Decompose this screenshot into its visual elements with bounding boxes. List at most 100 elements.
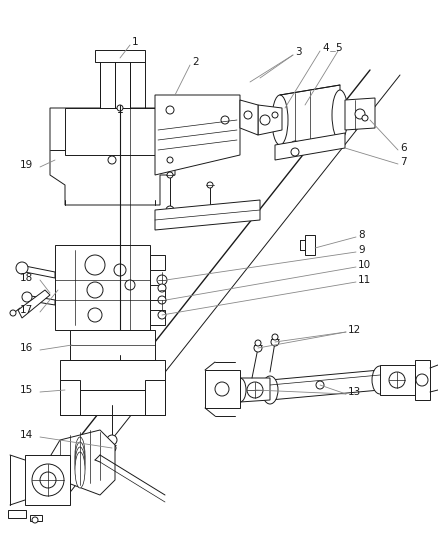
Circle shape — [254, 344, 262, 352]
Circle shape — [32, 464, 64, 496]
Circle shape — [416, 374, 428, 386]
Polygon shape — [305, 235, 315, 255]
Circle shape — [125, 280, 135, 290]
Circle shape — [272, 334, 278, 340]
Circle shape — [255, 340, 261, 346]
Circle shape — [157, 275, 167, 285]
Polygon shape — [380, 365, 415, 395]
Polygon shape — [70, 330, 155, 360]
Polygon shape — [60, 380, 80, 415]
Text: 7: 7 — [400, 157, 406, 167]
Polygon shape — [95, 50, 145, 62]
Bar — [30, 515, 42, 521]
Polygon shape — [275, 133, 345, 160]
Text: 17: 17 — [20, 305, 33, 315]
Ellipse shape — [272, 95, 288, 145]
Polygon shape — [150, 310, 165, 325]
Polygon shape — [25, 295, 55, 305]
Circle shape — [22, 292, 32, 302]
Circle shape — [166, 206, 174, 214]
Ellipse shape — [234, 378, 246, 402]
Text: 15: 15 — [20, 385, 33, 395]
Circle shape — [247, 382, 263, 398]
Circle shape — [115, 385, 125, 395]
Polygon shape — [415, 360, 430, 400]
Circle shape — [108, 156, 116, 164]
Text: 8: 8 — [358, 230, 364, 240]
Ellipse shape — [75, 437, 85, 473]
Circle shape — [167, 172, 173, 178]
Circle shape — [221, 116, 229, 124]
Circle shape — [271, 338, 279, 346]
Circle shape — [116, 394, 124, 402]
Circle shape — [107, 435, 117, 445]
Circle shape — [260, 115, 270, 125]
Text: 5: 5 — [335, 43, 342, 53]
Polygon shape — [240, 378, 270, 402]
Circle shape — [85, 255, 105, 275]
Polygon shape — [205, 370, 240, 408]
Polygon shape — [18, 290, 50, 318]
Circle shape — [206, 216, 214, 224]
Circle shape — [215, 382, 229, 396]
Text: 13: 13 — [348, 387, 361, 397]
Text: 2: 2 — [192, 57, 198, 67]
Circle shape — [291, 148, 299, 156]
Circle shape — [244, 111, 252, 119]
Polygon shape — [55, 245, 150, 330]
Text: 19: 19 — [20, 160, 33, 170]
Circle shape — [114, 264, 126, 276]
Polygon shape — [100, 58, 115, 108]
Text: 6: 6 — [400, 143, 406, 153]
Text: 16: 16 — [20, 343, 33, 353]
Text: 10: 10 — [358, 260, 371, 270]
Text: 11: 11 — [358, 275, 371, 285]
Polygon shape — [65, 108, 155, 155]
Text: 14: 14 — [20, 430, 33, 440]
Circle shape — [158, 284, 166, 292]
Polygon shape — [50, 108, 175, 205]
Ellipse shape — [75, 447, 85, 483]
Polygon shape — [150, 285, 165, 300]
Circle shape — [316, 381, 324, 389]
Circle shape — [272, 112, 278, 118]
Polygon shape — [45, 430, 115, 495]
Circle shape — [355, 109, 365, 119]
Polygon shape — [155, 95, 240, 175]
Circle shape — [87, 282, 103, 298]
Circle shape — [10, 310, 16, 316]
Polygon shape — [240, 100, 258, 135]
Ellipse shape — [332, 90, 348, 140]
Ellipse shape — [75, 452, 85, 488]
Ellipse shape — [75, 442, 85, 478]
Text: 3: 3 — [295, 47, 302, 57]
Polygon shape — [145, 380, 165, 415]
Circle shape — [88, 308, 102, 322]
Circle shape — [40, 472, 56, 488]
Bar — [8, 510, 26, 518]
Circle shape — [32, 517, 38, 523]
Polygon shape — [20, 265, 55, 278]
Circle shape — [389, 372, 405, 388]
Polygon shape — [25, 455, 70, 505]
Text: 12: 12 — [348, 325, 361, 335]
Circle shape — [108, 444, 116, 452]
Ellipse shape — [262, 376, 278, 404]
Polygon shape — [258, 105, 282, 135]
Text: 18: 18 — [20, 273, 33, 283]
Polygon shape — [270, 370, 380, 400]
Text: 4: 4 — [322, 43, 328, 53]
Polygon shape — [155, 200, 260, 230]
Circle shape — [291, 141, 299, 149]
Polygon shape — [280, 85, 340, 145]
Polygon shape — [80, 390, 145, 415]
Polygon shape — [60, 360, 165, 415]
Circle shape — [166, 106, 174, 114]
Ellipse shape — [372, 366, 388, 394]
Polygon shape — [345, 98, 375, 130]
Circle shape — [117, 105, 123, 111]
Polygon shape — [150, 255, 165, 270]
Circle shape — [362, 115, 368, 121]
Circle shape — [167, 157, 173, 163]
Circle shape — [158, 311, 166, 319]
